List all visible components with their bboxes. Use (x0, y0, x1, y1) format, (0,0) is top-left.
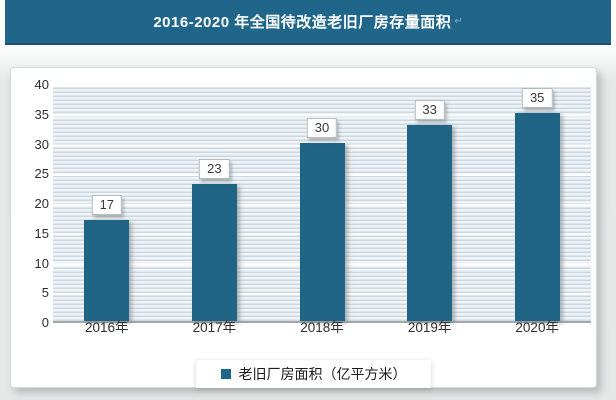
chart-title-banner: 2016-2020 年全国待改造老旧厂房存量面积 ↵ (5, 0, 611, 45)
y-axis-tick-label: 20 (34, 196, 49, 211)
legend-marker-icon (220, 369, 231, 379)
paragraph-return-mark: ↵ (454, 16, 463, 27)
x-axis-label-2018年: 2018年 (300, 320, 344, 335)
bar-2016年 (84, 219, 130, 321)
legend-label: 老旧厂房面积（亿平方米） (238, 366, 407, 382)
y-axis-tick-label: 15 (34, 225, 49, 241)
value-label-2018年: 30 (306, 117, 338, 138)
y-axis-tick-label: 25 (34, 166, 49, 182)
x-axis-label-2017年: 2017年 (192, 320, 237, 335)
x-axis-label-2020年: 2020年 (515, 320, 559, 335)
y-axis-tick-label: 35 (34, 106, 49, 122)
bar-2017年 (191, 184, 237, 321)
bar-2018年 (299, 142, 345, 321)
x-axis-label-2019年: 2019年 (407, 320, 452, 335)
y-axis-tick-label: 0 (41, 315, 49, 330)
bar-2019年 (407, 124, 453, 321)
chart-title: 2016-2020 年全国待改造老旧厂房存量面积 (153, 14, 452, 31)
chart-panel: 17 23 30 33 35 0 5 10 15 20 25 30 35 40 2016年 2017年 201… (10, 67, 597, 388)
value-label-2016年: 17 (91, 194, 123, 215)
value-label-2017年: 23 (199, 159, 230, 180)
y-axis-tick-label: 10 (34, 255, 49, 271)
y-axis-tick-label: 40 (34, 77, 49, 92)
value-label-2019年: 33 (414, 99, 445, 120)
legend: 老旧厂房面积（亿平方米） (196, 360, 431, 388)
x-axis-label-2016年: 2016年 (85, 320, 129, 335)
y-axis-tick-label: 30 (34, 136, 49, 152)
bar-2020年 (514, 112, 560, 321)
plot-area: 17 23 30 33 35 (53, 85, 591, 323)
value-label-2020年: 35 (521, 87, 553, 108)
y-axis-tick-label: 5 (41, 285, 49, 301)
